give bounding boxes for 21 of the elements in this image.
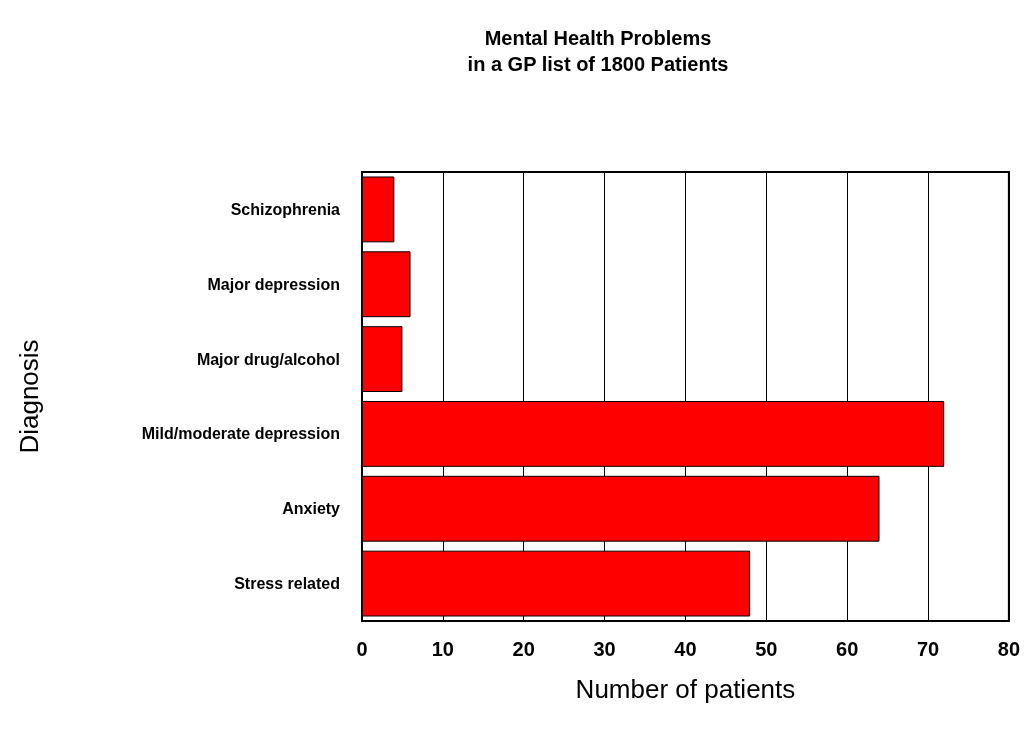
y-tick-label: Anxiety [282,500,341,518]
y-tick-label: Schizophrenia [230,200,341,218]
y-tick-label: Mild/moderate depression [141,425,340,443]
x-tick-label: 60 [836,638,859,660]
bar [362,176,395,243]
chart-title: Mental Health Problems in a GP list of 1800 Patients [467,27,729,75]
x-tick-label: 70 [916,638,940,660]
y-tick-label: Major depression [207,275,340,293]
x-axis-title: Number of patients [575,674,796,704]
x-tick-label: 0 [356,638,368,660]
bar [362,326,403,393]
x-tick-label: 30 [593,638,616,660]
y-tick-label: Major drug/alcohol [196,350,340,368]
bar [362,251,411,318]
x-tick-label: 80 [997,638,1020,660]
y-tick-label: Stress related [234,575,340,593]
x-tick-label: 20 [512,638,535,660]
x-tick-label: 40 [674,638,697,660]
x-tick-label: 10 [431,638,454,660]
y-axis-title: Diagnosis [14,339,44,454]
x-tick-label: 50 [755,638,778,660]
